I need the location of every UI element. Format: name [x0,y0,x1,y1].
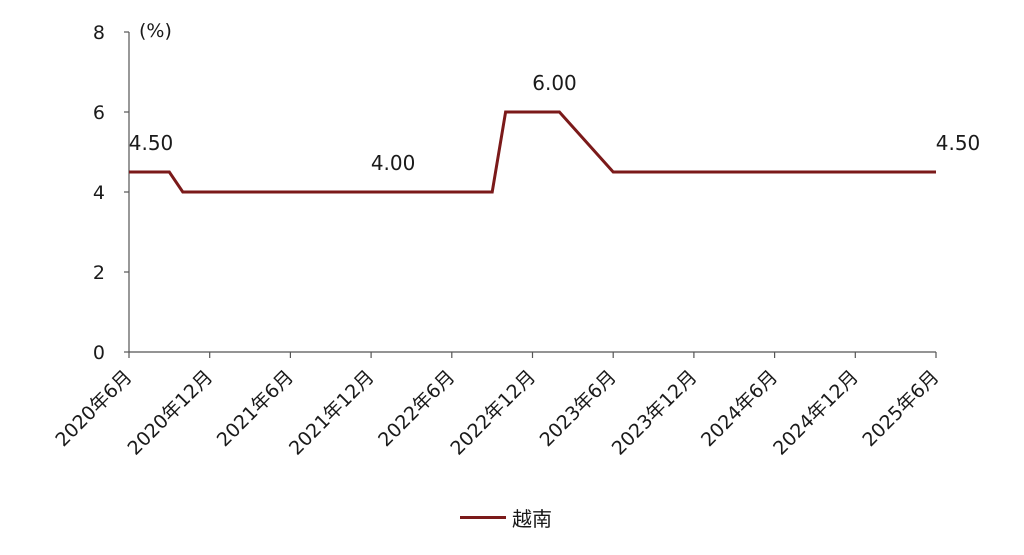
legend: 越南 [460,503,552,532]
x-tick-label: 2025年6月 [858,366,943,451]
x-tick-label: 2023年6月 [536,366,621,451]
x-tick-label: 2022年6月 [374,366,459,451]
x-tick-label: 2021年6月 [213,366,298,451]
y-tick-label: 6 [93,102,105,124]
x-tick-label: 2022年12月 [446,366,540,460]
x-tick-label: 2020年6月 [51,366,136,451]
series-line [129,110,936,194]
legend-label: 越南 [512,507,552,531]
x-tick-label: 2023年12月 [608,366,702,460]
data-label: 4.50 [129,131,174,155]
legend-swatch [460,516,506,519]
data-label: 4.50 [936,131,981,155]
data-label: 4.00 [371,151,416,175]
y-axis-unit: (%) [139,20,172,42]
y-tick-label: 8 [93,22,105,44]
x-tick-label: 2021年12月 [285,366,379,460]
x-tick-label: 2024年12月 [769,366,863,460]
y-tick-label: 4 [93,182,105,204]
data-label: 6.00 [532,71,577,95]
x-tick-label: 2024年6月 [697,366,782,451]
y-tick-label: 2 [93,262,105,284]
x-tick-label: 2020年12月 [124,366,218,460]
y-tick-label: 0 [93,342,105,364]
